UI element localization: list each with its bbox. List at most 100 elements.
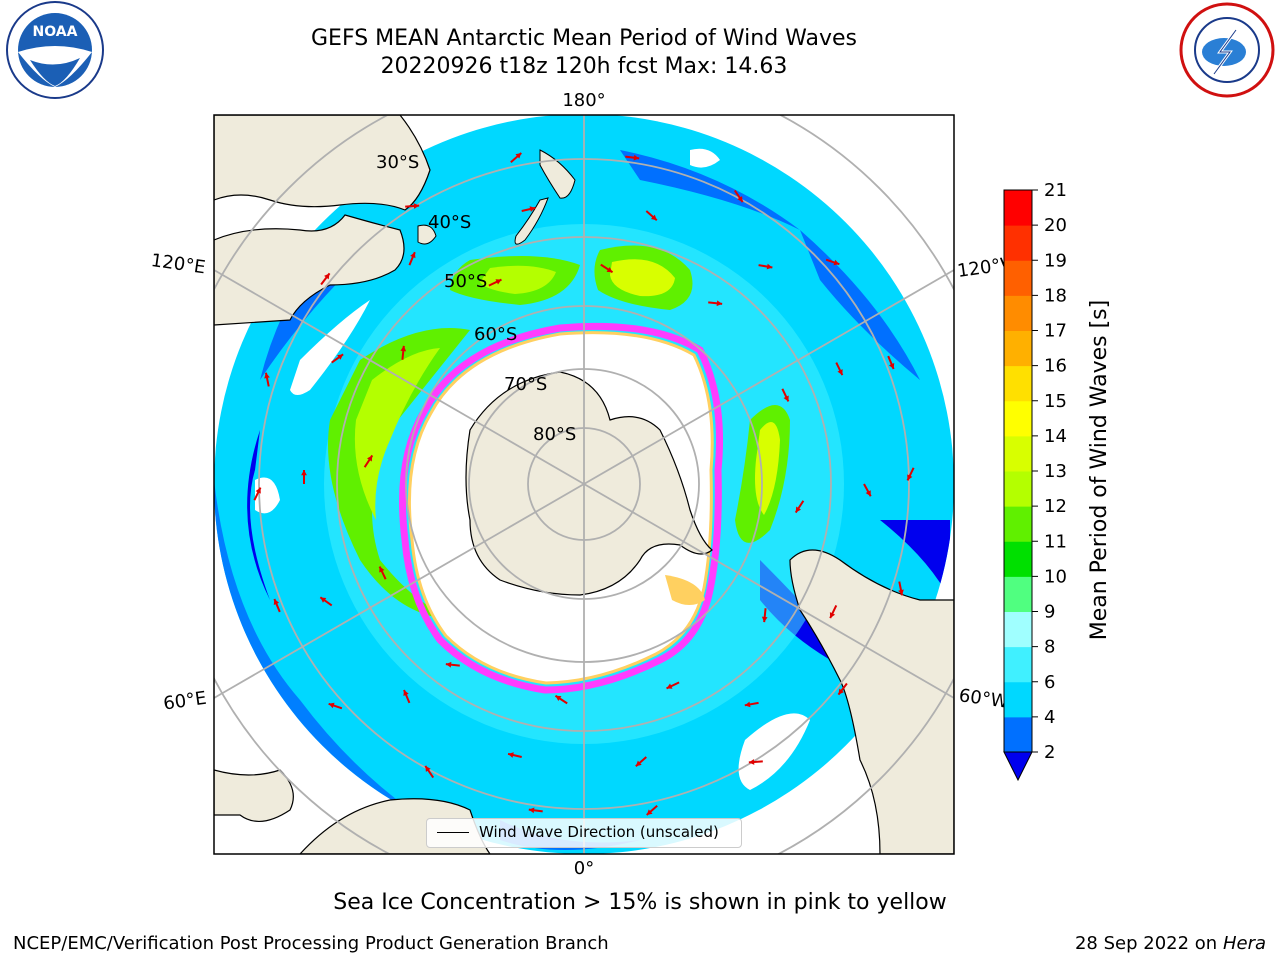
lat-label-80s: 80°S xyxy=(533,424,576,445)
footer-date: 28 Sep 2022 on Hera xyxy=(1075,933,1266,954)
wave-arrow-head xyxy=(529,206,536,212)
longitude-gridlines xyxy=(214,115,954,854)
wave-arrow-head xyxy=(748,759,755,765)
lon-label-upper-left: 120°E xyxy=(150,250,207,278)
map-legend: Wind Wave Direction (unscaled) xyxy=(426,818,742,848)
wave-arrow-head xyxy=(666,683,673,689)
colorbar-tick-label: 17 xyxy=(1044,321,1067,342)
wave-arrow-head xyxy=(255,487,261,494)
noaa-logo: NOAA xyxy=(6,1,104,99)
wave-arrow-head xyxy=(837,369,843,376)
wave-arrow-head xyxy=(403,690,409,696)
wave-arrow-head xyxy=(425,765,431,772)
wave-arrow-head xyxy=(744,701,751,708)
colorbar-segment xyxy=(1004,646,1032,683)
colorbar-segment xyxy=(1004,611,1032,648)
lon-label-lower-left: 60°E xyxy=(162,688,208,715)
colorbar-segment xyxy=(1004,400,1032,437)
wave-arrow-head xyxy=(635,760,642,767)
lat-label-70s: 70°S xyxy=(504,374,547,395)
colorbar-tick-label: 14 xyxy=(1044,426,1067,447)
wave-arrow-head xyxy=(445,661,452,668)
wave-arrow-head xyxy=(400,345,407,352)
wave-arrow-head xyxy=(865,490,871,497)
wave-arrow-head xyxy=(907,474,913,481)
wave-arrow-head xyxy=(264,372,270,379)
wave-arrow-head xyxy=(833,259,840,266)
wave-arrow-head xyxy=(716,300,723,307)
wave-arrow-head xyxy=(515,152,522,159)
madagascar-land xyxy=(214,769,294,822)
colorbar-tick-label: 8 xyxy=(1044,637,1055,658)
lat-label-30s: 30°S xyxy=(376,152,419,173)
colorbar-tick-label: 11 xyxy=(1044,531,1067,552)
colorbar-segment xyxy=(1004,330,1032,367)
colorbar-tick-label: 9 xyxy=(1044,602,1055,623)
chart-subtitle: 20220926 t18z 120h fcst Max: 14.63 xyxy=(380,54,788,79)
colorbar-tick-label: 10 xyxy=(1044,566,1067,587)
lon-label-lower-right: 60°W xyxy=(958,685,1010,713)
colorbar-tick-label: 4 xyxy=(1044,707,1055,728)
chart-title: GEFS MEAN Antarctic Mean Period of Wind … xyxy=(311,26,857,51)
colorbar-tick-label: 18 xyxy=(1044,285,1067,306)
colorbar-tick-label: 21 xyxy=(1044,180,1067,201)
wave-arrow-head xyxy=(328,702,335,709)
colorbar-tick-label: 12 xyxy=(1044,496,1067,517)
wave-arrow-head xyxy=(761,616,768,623)
colorbar-extend-min xyxy=(1003,751,1033,782)
colorbar-tick-label: 15 xyxy=(1044,391,1067,412)
wave-arrow-head xyxy=(646,809,653,816)
wave-arrow-head xyxy=(606,266,613,273)
colorbar-tick-label: 20 xyxy=(1044,215,1067,236)
legend-label: Wind Wave Direction (unscaled) xyxy=(479,823,719,841)
wave-arrow-head xyxy=(633,154,640,161)
colorbar-segment xyxy=(1004,681,1032,718)
wind-wave-arrows xyxy=(253,152,915,816)
wave-arrow-head xyxy=(413,203,420,209)
colorbar-tick-label: 16 xyxy=(1044,356,1067,377)
footer-credit: NCEP/EMC/Verification Post Processing Pr… xyxy=(13,933,609,954)
colorbar-segment xyxy=(1004,576,1032,612)
wave-arrow-head xyxy=(795,506,802,513)
wave-arrow-head xyxy=(888,362,895,369)
wave-arrow-head xyxy=(898,589,904,596)
wave-arrow-head xyxy=(555,695,562,702)
footer-machine: Hera xyxy=(1222,933,1266,954)
colorbar-tick-label: 2 xyxy=(1044,742,1055,763)
wave-arrow-head xyxy=(528,807,535,814)
wave-arrow-head xyxy=(783,395,789,402)
colorbar-tick-label: 6 xyxy=(1044,672,1055,693)
legend-line-swatch xyxy=(437,832,469,833)
wave-arrow-head xyxy=(301,470,307,476)
colorbar-tick-label: 19 xyxy=(1044,250,1067,271)
wave-arrow-head xyxy=(495,279,502,285)
wave-arrow-head xyxy=(508,752,514,758)
wave-arrow-head xyxy=(337,354,344,360)
wave-arrow-head xyxy=(650,214,657,221)
lon-label-top: 180° xyxy=(562,90,605,111)
colorbar-label: Mean Period of Wind Waves [s] xyxy=(1087,300,1112,640)
wave-arrow-head xyxy=(366,455,373,462)
wave-arrow-head xyxy=(737,196,743,203)
nws-logo xyxy=(1179,2,1275,98)
wave-arrow-head xyxy=(410,252,416,259)
colorbar-segment xyxy=(1004,295,1032,331)
wave-arrow-head xyxy=(379,566,385,573)
footer-date-text: 28 Sep 2022 on xyxy=(1074,933,1218,954)
colorbar-tick-label: 13 xyxy=(1044,461,1067,482)
colorbar-segment xyxy=(1004,435,1032,472)
lat-label-50s: 50°S xyxy=(444,271,487,292)
noaa-logo-text: NOAA xyxy=(33,24,78,40)
wave-arrow-head xyxy=(838,688,844,695)
wave-arrow-head xyxy=(320,597,327,603)
colorbar-segment xyxy=(1004,225,1032,261)
colorbar-segment xyxy=(1004,506,1032,542)
colorbar-segment xyxy=(1004,541,1032,577)
map-frame xyxy=(213,114,955,855)
lat-label-40s: 40°S xyxy=(428,212,471,233)
map-content xyxy=(214,115,954,854)
lat-label-60s: 60°S xyxy=(474,324,517,345)
colorbar-segment xyxy=(1004,471,1032,507)
colorbar-segment xyxy=(1004,716,1032,753)
